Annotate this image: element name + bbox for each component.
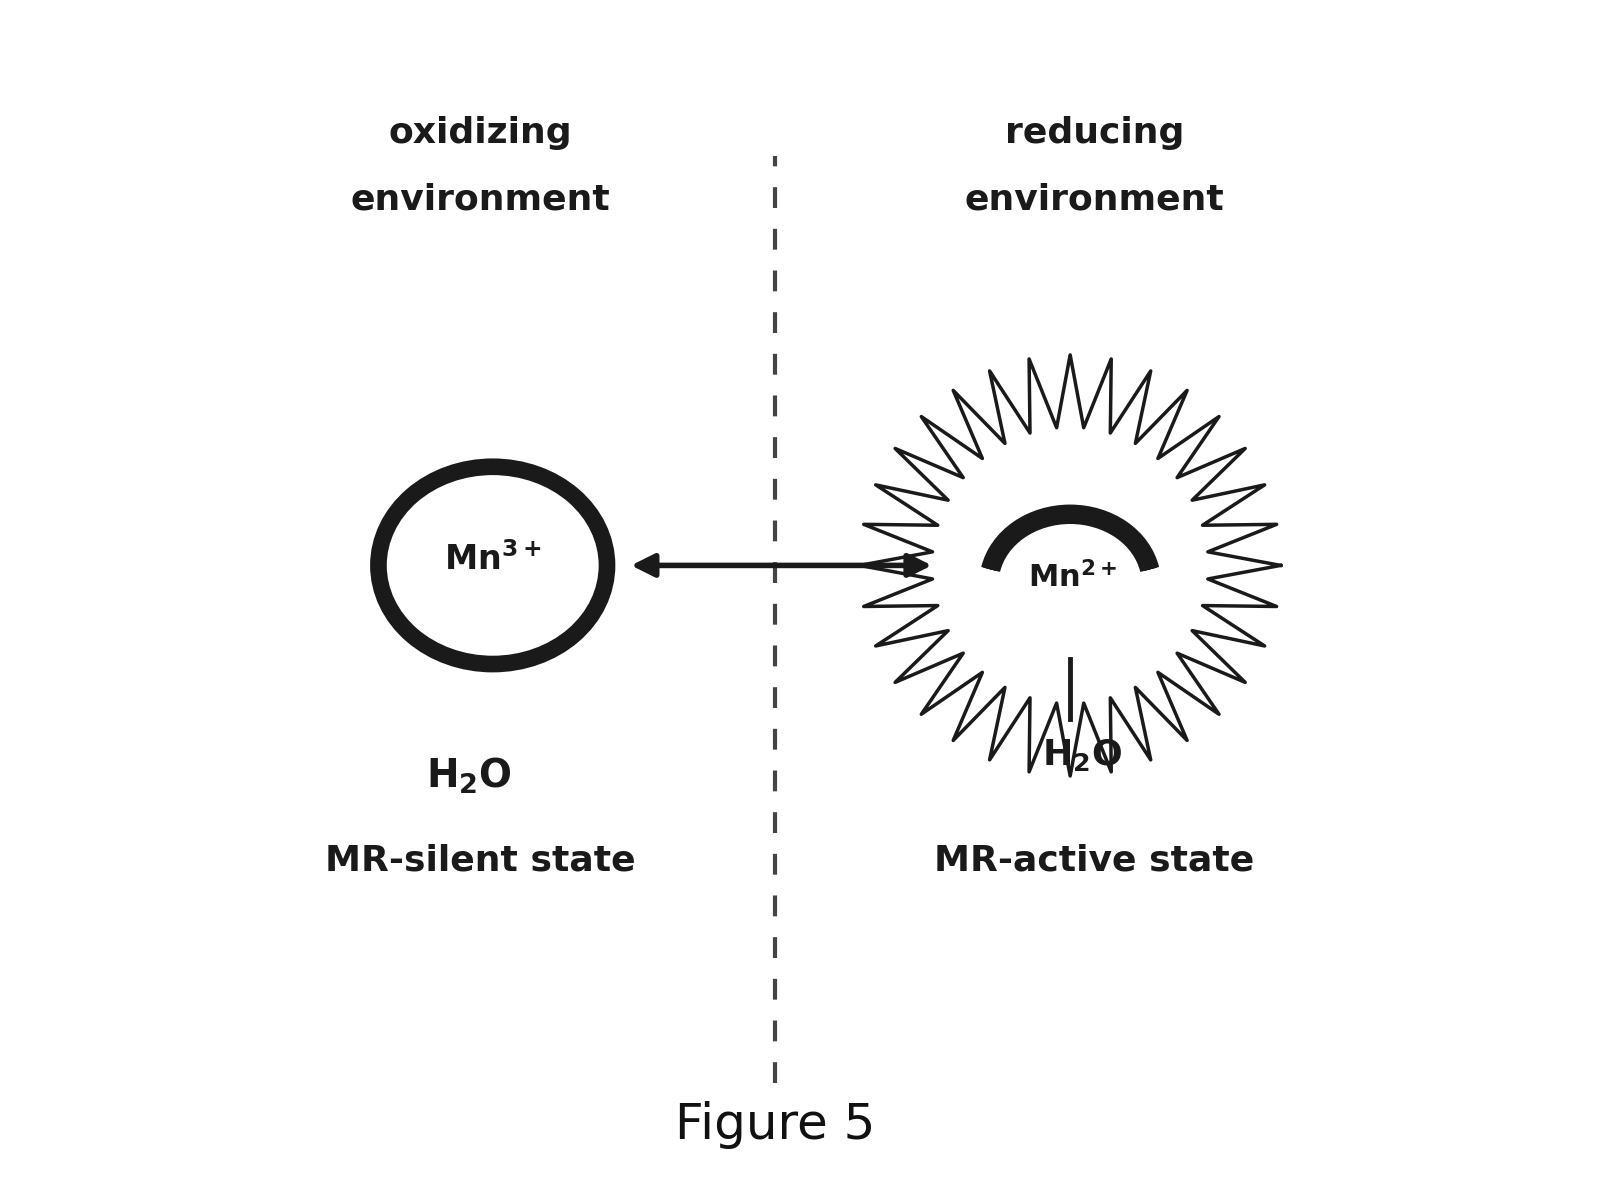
Polygon shape [860,355,1281,776]
Text: oxidizing: oxidizing [388,117,572,150]
Text: $\mathbf{H_2O}$: $\mathbf{H_2O}$ [425,755,512,796]
Text: MR-silent state: MR-silent state [325,843,636,877]
Text: reducing: reducing [1005,117,1184,150]
Text: MR-active state: MR-active state [934,843,1255,877]
Text: $\mathbf{H_2O}$: $\mathbf{H_2O}$ [1042,737,1123,772]
Text: $\mathbf{Mn^{2+}}$: $\mathbf{Mn^{2+}}$ [1028,561,1116,594]
Text: Figure 5: Figure 5 [675,1101,876,1149]
Circle shape [936,431,1205,700]
Text: $\mathbf{Mn^{3+}}$: $\mathbf{Mn^{3+}}$ [445,543,541,576]
Text: environment: environment [965,183,1224,217]
Text: environment: environment [351,183,611,217]
